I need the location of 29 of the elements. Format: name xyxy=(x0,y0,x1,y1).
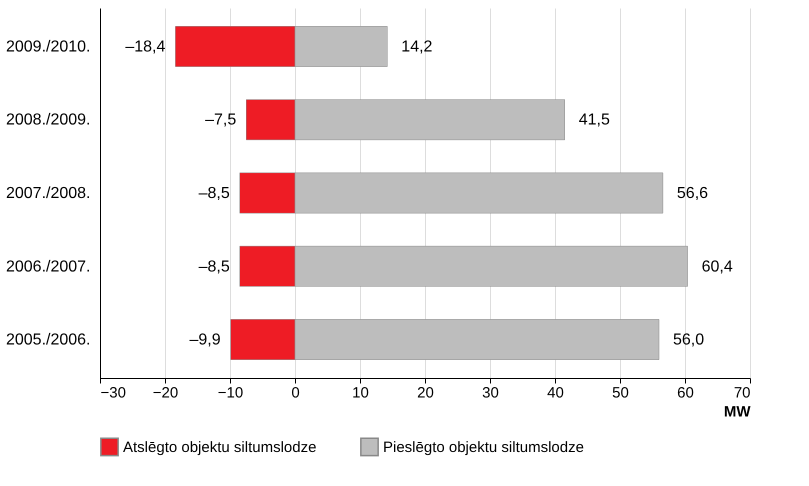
y-tick-label: 2009./2010. xyxy=(6,38,90,56)
x-axis-title: MW xyxy=(724,404,752,420)
x-tick-label: 30 xyxy=(482,384,499,402)
y-tick-label: 2007./2008. xyxy=(6,185,90,202)
x-tick-label: 10 xyxy=(352,384,369,402)
data-label: –7,5 xyxy=(205,112,236,129)
y-tick-label: 2006./2007. xyxy=(6,258,90,276)
y-tick-label: 2005./2006. xyxy=(6,332,90,349)
x-tick-label: −10 xyxy=(218,384,244,402)
data-label: 56,0 xyxy=(673,332,704,349)
data-label: 56,6 xyxy=(676,185,708,202)
y-tick-label: 2008./2009. xyxy=(6,112,90,129)
data-label: 60,4 xyxy=(702,258,733,276)
x-tick-label: 40 xyxy=(547,384,564,402)
data-label: –18,4 xyxy=(125,38,166,56)
x-tick-label: 50 xyxy=(612,384,629,402)
data-label: –9,9 xyxy=(190,332,221,349)
x-tick-label: −30 xyxy=(100,384,126,402)
legend-label: Atslēgto objektu siltumslodze xyxy=(123,438,316,456)
data-label: –8,5 xyxy=(198,185,230,202)
x-tick-label: 0 xyxy=(291,384,300,402)
x-tick-label: 70 xyxy=(734,384,750,402)
x-tick-label: −20 xyxy=(152,384,178,402)
x-tick-label: 60 xyxy=(677,384,694,402)
data-label: 14,2 xyxy=(401,38,433,56)
x-tick-label: 20 xyxy=(417,384,434,402)
data-label: 41,5 xyxy=(578,112,610,129)
data-label: –8,5 xyxy=(198,258,230,276)
legend-label: Pieslēgto objektu siltumslodze xyxy=(383,438,584,456)
